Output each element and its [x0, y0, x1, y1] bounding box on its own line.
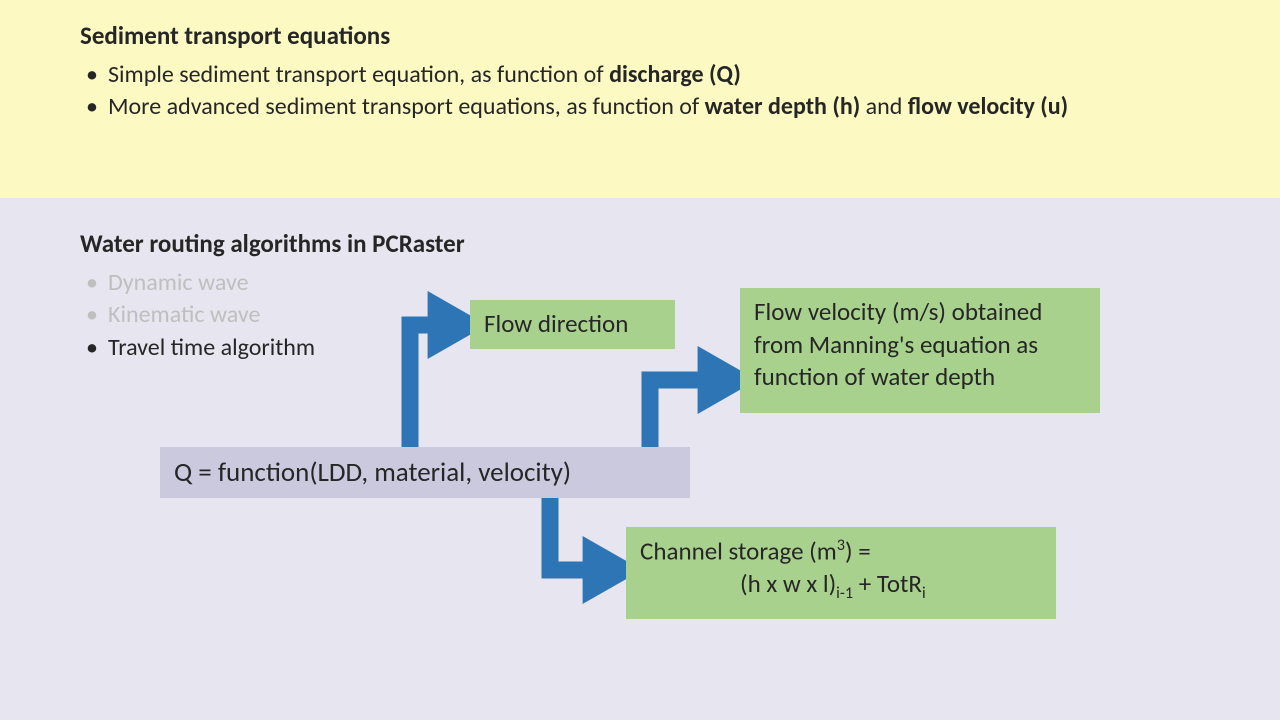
flow-direction-box: Flow direction	[470, 300, 675, 349]
top-heading: Sediment transport equations	[80, 20, 1200, 51]
channel-storage-box: Channel storage (m3) = (h x w x l)i-1 + …	[626, 527, 1056, 619]
equation-box: Q = function(LDD, material, velocity)	[160, 447, 690, 498]
top-section: Sediment transport equations Simple sedi…	[0, 0, 1280, 198]
top-bullet-list: Simple sediment transport equation, as f…	[80, 59, 1200, 124]
top-bullet-2: More advanced sediment transport equatio…	[108, 91, 1200, 123]
top-bullet-1: Simple sediment transport equation, as f…	[108, 59, 1200, 91]
flow-velocity-box: Flow velocity (m/s) obtained from Mannin…	[740, 288, 1100, 413]
bottom-heading: Water routing algorithms in PCRaster	[80, 228, 1200, 259]
storage-line2: (h x w x l)i-1 + TotRi	[640, 568, 1042, 604]
